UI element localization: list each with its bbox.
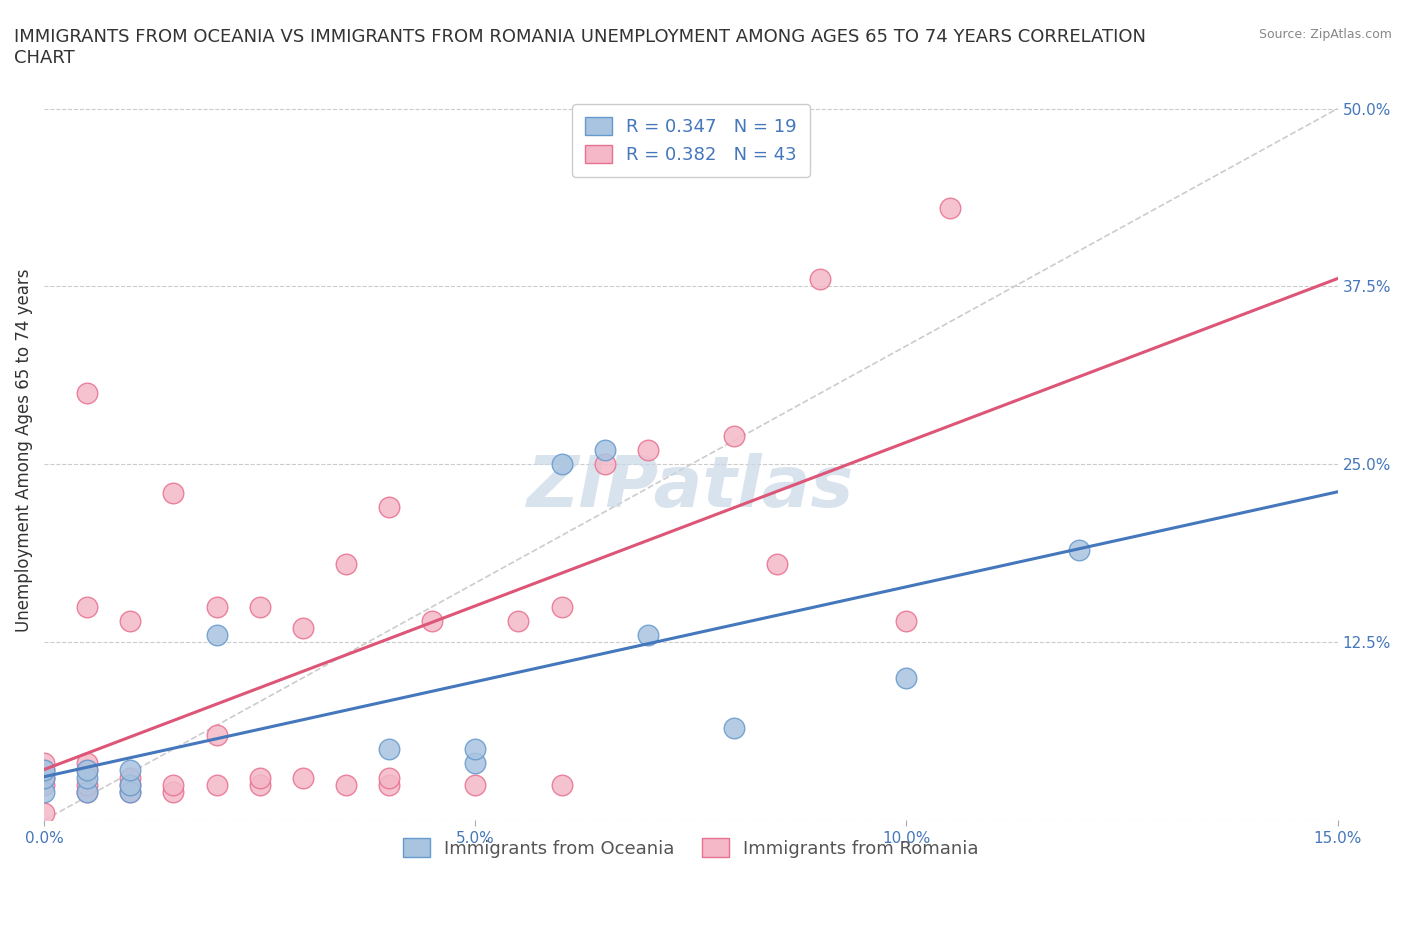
Point bbox=[76, 756, 98, 771]
Point bbox=[32, 777, 55, 792]
Point bbox=[593, 443, 616, 458]
Point bbox=[335, 777, 357, 792]
Point bbox=[550, 599, 572, 614]
Point bbox=[120, 777, 142, 792]
Point bbox=[76, 386, 98, 401]
Point bbox=[32, 763, 55, 777]
Point bbox=[32, 763, 55, 777]
Y-axis label: Unemployment Among Ages 65 to 74 years: Unemployment Among Ages 65 to 74 years bbox=[15, 269, 32, 631]
Point bbox=[76, 777, 98, 792]
Point bbox=[723, 720, 745, 735]
Point bbox=[291, 620, 314, 635]
Point bbox=[378, 499, 401, 514]
Point bbox=[637, 628, 659, 643]
Point bbox=[205, 599, 228, 614]
Point bbox=[808, 272, 831, 286]
Point bbox=[32, 756, 55, 771]
Point bbox=[464, 777, 486, 792]
Point bbox=[205, 727, 228, 742]
Point bbox=[766, 556, 789, 571]
Point bbox=[335, 556, 357, 571]
Point bbox=[420, 614, 443, 629]
Text: Source: ZipAtlas.com: Source: ZipAtlas.com bbox=[1258, 28, 1392, 41]
Point bbox=[550, 457, 572, 472]
Point bbox=[378, 741, 401, 756]
Point bbox=[938, 201, 960, 216]
Point bbox=[32, 770, 55, 785]
Point bbox=[249, 599, 271, 614]
Text: IMMIGRANTS FROM OCEANIA VS IMMIGRANTS FROM ROMANIA UNEMPLOYMENT AMONG AGES 65 TO: IMMIGRANTS FROM OCEANIA VS IMMIGRANTS FR… bbox=[14, 28, 1146, 67]
Point bbox=[120, 784, 142, 799]
Point bbox=[76, 784, 98, 799]
Point bbox=[637, 443, 659, 458]
Point bbox=[76, 763, 98, 777]
Point bbox=[120, 784, 142, 799]
Point bbox=[76, 599, 98, 614]
Point bbox=[76, 784, 98, 799]
Point bbox=[464, 756, 486, 771]
Point bbox=[896, 671, 918, 685]
Point bbox=[205, 628, 228, 643]
Point bbox=[32, 784, 55, 799]
Point bbox=[378, 777, 401, 792]
Point bbox=[291, 770, 314, 785]
Point bbox=[249, 770, 271, 785]
Point bbox=[120, 777, 142, 792]
Point bbox=[120, 770, 142, 785]
Point bbox=[249, 777, 271, 792]
Point bbox=[120, 614, 142, 629]
Legend: Immigrants from Oceania, Immigrants from Romania: Immigrants from Oceania, Immigrants from… bbox=[391, 826, 991, 870]
Point bbox=[593, 457, 616, 472]
Point bbox=[162, 485, 184, 500]
Point bbox=[896, 614, 918, 629]
Point bbox=[550, 777, 572, 792]
Point bbox=[508, 614, 530, 629]
Point bbox=[32, 805, 55, 820]
Point bbox=[162, 784, 184, 799]
Point bbox=[205, 777, 228, 792]
Point bbox=[76, 770, 98, 785]
Point bbox=[120, 763, 142, 777]
Point bbox=[76, 763, 98, 777]
Text: ZIPatlas: ZIPatlas bbox=[527, 453, 855, 522]
Point bbox=[464, 741, 486, 756]
Point bbox=[1067, 542, 1090, 557]
Point bbox=[378, 770, 401, 785]
Point bbox=[162, 777, 184, 792]
Point bbox=[32, 770, 55, 785]
Point bbox=[723, 429, 745, 444]
